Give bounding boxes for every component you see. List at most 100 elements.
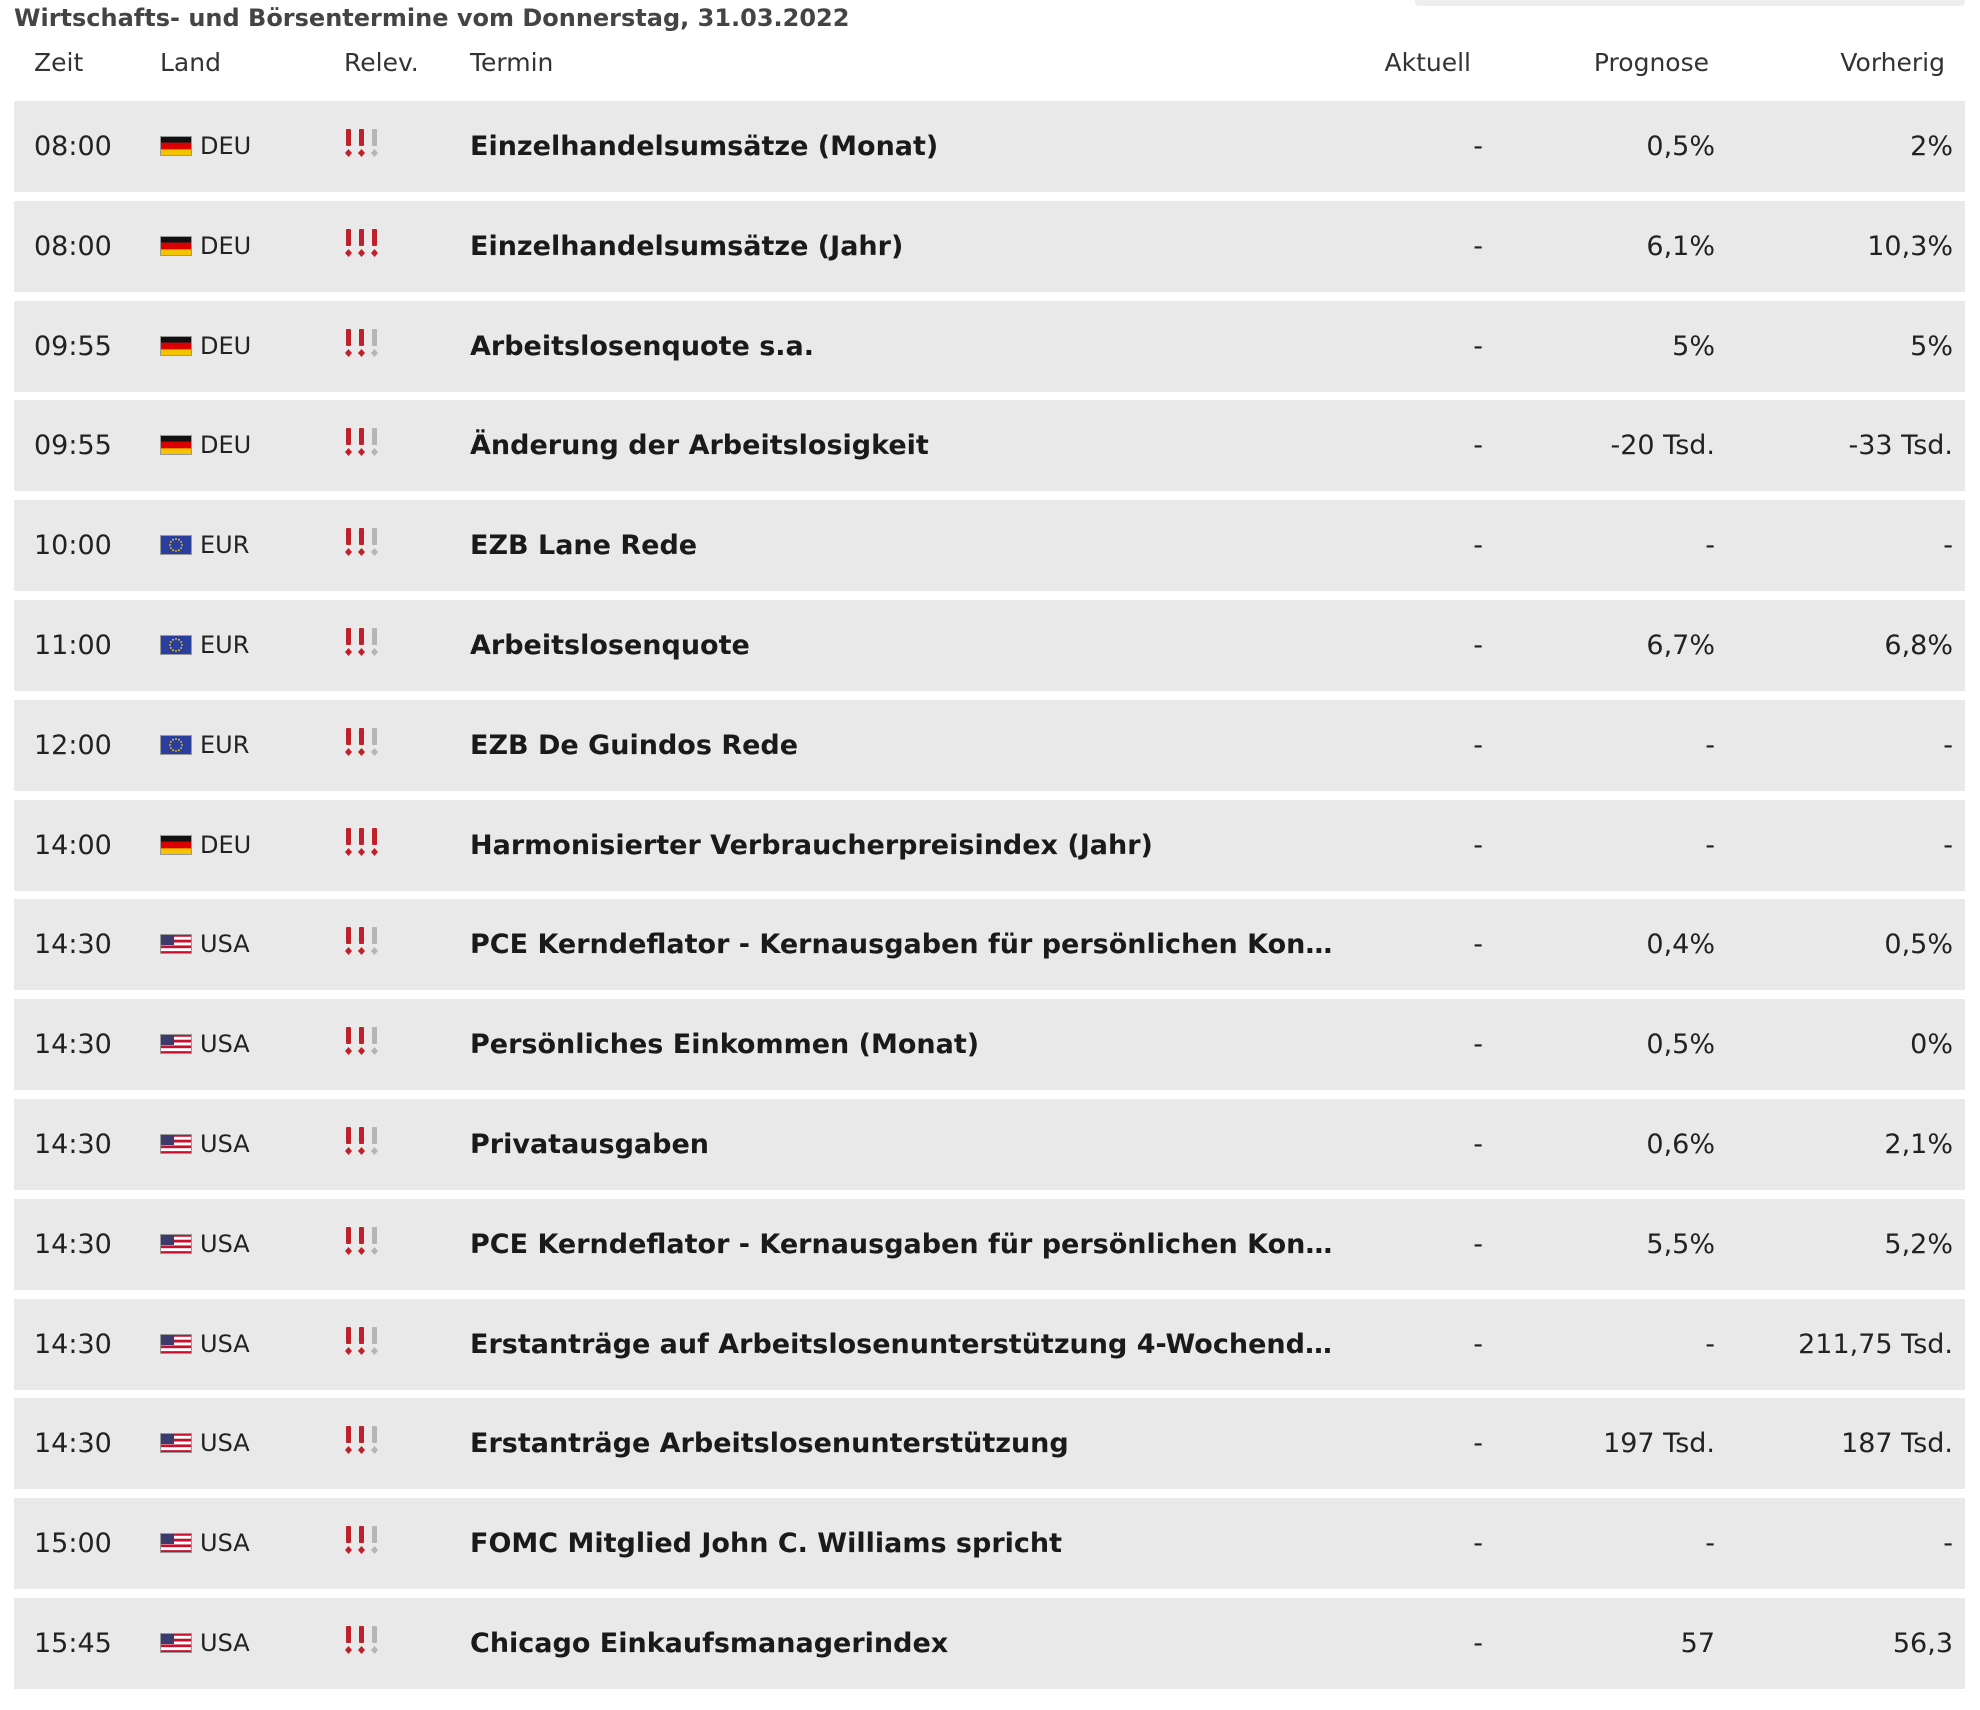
previous: -33 Tsd.	[1848, 430, 1954, 462]
relevance-bar	[359, 428, 364, 446]
flag-star	[172, 539, 174, 541]
previous: -	[1943, 729, 1953, 761]
flag-border	[160, 635, 192, 655]
forecast: 5%	[1672, 330, 1715, 362]
relevance-bar	[372, 1526, 377, 1544]
flag-star	[169, 746, 172, 749]
relevance-dot	[345, 947, 352, 956]
flag-stripe	[160, 242, 192, 250]
flag-canton	[160, 1034, 174, 1046]
flag-stripe	[160, 1436, 192, 1440]
flag-stripe	[160, 1142, 192, 1146]
flag-border	[160, 1333, 192, 1354]
flag	[160, 635, 192, 655]
flag-border	[160, 1034, 192, 1055]
flag-canton	[160, 1633, 174, 1644]
event-name: Arbeitslosenquote	[470, 630, 750, 661]
flag-star	[169, 541, 172, 544]
flag-stripe	[160, 348, 192, 356]
relevance-dot	[345, 847, 352, 856]
flag-star	[178, 549, 180, 552]
event-name: Harmonisierter Verbraucherpreisindex (Ja…	[470, 829, 1153, 861]
flag-stripe	[160, 1347, 192, 1351]
country: EUR	[200, 631, 250, 659]
flag-star	[180, 541, 183, 544]
time: 11:00	[34, 630, 112, 661]
actual: -	[1473, 330, 1483, 362]
previous: 0,5%	[1884, 929, 1953, 961]
flag-stripe	[160, 1136, 192, 1140]
flag-stripe	[160, 951, 192, 955]
country: USA	[200, 1329, 250, 1358]
country: DEU	[200, 331, 252, 360]
relevance-dot	[345, 1246, 352, 1255]
flag-stripe	[160, 1439, 192, 1442]
forecast: -	[1705, 729, 1715, 761]
relevance-dot	[371, 1546, 378, 1555]
country: DEU	[200, 830, 252, 859]
relevance-bar	[372, 1226, 377, 1244]
flag-star	[175, 650, 177, 652]
relevance	[345, 428, 378, 457]
relevance-bar	[372, 228, 377, 246]
flag-canton	[160, 1533, 174, 1545]
relevance-dot	[345, 548, 352, 557]
flag	[160, 1233, 192, 1254]
flag	[160, 235, 192, 256]
event-row: 14:00 DEU Harmonisierter Verbraucherpreisi…	[14, 799, 1965, 891]
col-header: Zeit	[34, 48, 84, 77]
time: 09:55	[34, 430, 112, 462]
relevance-dot	[358, 648, 365, 656]
flag-stripe	[160, 1339, 192, 1343]
flag-star	[180, 641, 183, 643]
relevance-bar	[346, 1127, 351, 1144]
flag-stripe	[160, 1042, 192, 1046]
flag-stripe	[160, 1444, 192, 1448]
flag-star	[175, 538, 177, 541]
event-name: EZB De Guindos Rede	[470, 729, 799, 761]
relevance-dot	[371, 1147, 378, 1155]
flag-stripe	[160, 1536, 192, 1539]
flag-stripe	[160, 1647, 192, 1651]
flag-stripe	[160, 1541, 192, 1545]
flag-stripe	[160, 1245, 192, 1249]
country: EUR	[200, 531, 250, 560]
flag-stripe	[160, 1635, 192, 1639]
relevance-bar	[372, 1027, 377, 1045]
flag-canton	[160, 1233, 174, 1245]
relevance-bar	[359, 129, 364, 146]
relevance	[345, 129, 378, 157]
relevance-dot	[345, 1147, 352, 1155]
flag	[160, 435, 192, 456]
event-row: 11:00 EUR Arbeitslosenquote - 6,7% 6,8%	[14, 600, 1965, 691]
actual: -	[1473, 630, 1483, 661]
event-name: Erstanträge auf Arbeitslosenunterstützun…	[470, 1328, 1332, 1360]
relevance-dot	[371, 1047, 378, 1056]
actual: -	[1473, 1528, 1483, 1560]
relevance-dot	[371, 847, 378, 856]
flag-stripe	[160, 945, 192, 949]
forecast: -	[1705, 829, 1715, 861]
flag-stripe	[160, 435, 192, 443]
forecast: 0,6%	[1646, 1129, 1715, 1160]
time: 14:30	[34, 1228, 112, 1260]
relevance-bar	[346, 727, 351, 745]
relevance	[345, 727, 378, 756]
flag-stripe	[160, 834, 192, 842]
flag-star	[169, 647, 172, 649]
flag-stripe	[160, 1248, 192, 1251]
relevance-bar	[372, 1426, 377, 1444]
forecast: 0,5%	[1646, 1029, 1715, 1061]
flag	[160, 834, 192, 855]
event-row: 14:30 USA PCE Kerndeflator - Kernausgaben …	[14, 899, 1965, 991]
relevance-bar	[346, 328, 351, 346]
relevance-dot	[358, 1346, 365, 1355]
relevance-dot	[371, 1346, 378, 1355]
flag-stripe	[160, 1433, 192, 1437]
flag-star	[172, 638, 174, 641]
flag-stripe	[160, 1048, 192, 1052]
flag-bg	[160, 535, 192, 556]
relevance-bar	[372, 1326, 377, 1344]
col-header: Vorherig	[1840, 48, 1945, 77]
relevance-bar	[372, 129, 377, 146]
